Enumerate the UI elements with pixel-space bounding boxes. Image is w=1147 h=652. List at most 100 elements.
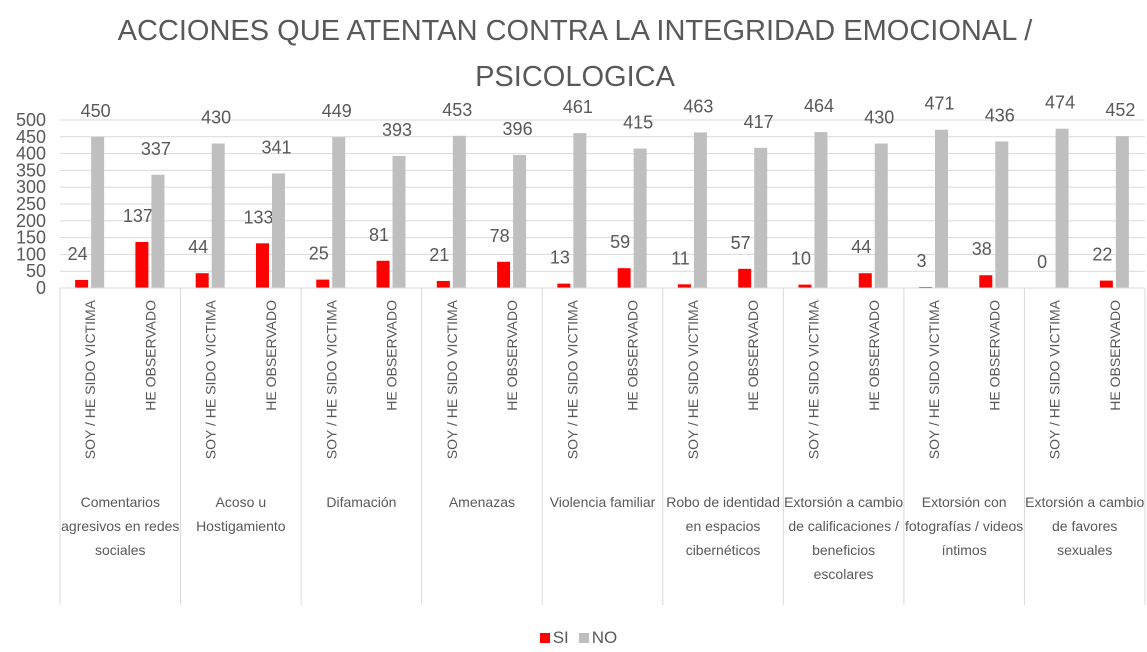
legend-swatch	[539, 633, 550, 643]
legend: SI NO	[0, 628, 1147, 648]
data-label: 463	[683, 96, 713, 116]
bar	[798, 284, 812, 288]
bar	[135, 241, 149, 288]
data-label: 3	[917, 251, 927, 271]
data-label: 0	[1037, 252, 1047, 272]
x-tick-label: HE OBSERVADO	[142, 300, 158, 411]
x-tick-label: SOY / HE SIDO VICTIMA	[444, 299, 460, 459]
bar	[935, 129, 949, 288]
y-tick-label: 50	[26, 261, 46, 281]
bar	[919, 286, 933, 288]
x-tick-label: HE OBSERVADO	[1107, 300, 1123, 411]
bar	[211, 143, 225, 288]
bar	[979, 275, 993, 288]
data-label: 337	[141, 139, 171, 159]
x-tick-label: SOY / HE SIDO VICTIMA	[82, 299, 98, 459]
data-label: 22	[1092, 245, 1112, 265]
bar	[513, 154, 527, 288]
group-label: Difamación	[326, 494, 397, 510]
y-tick-label: 400	[16, 144, 46, 164]
group-label: Amenazas	[448, 494, 515, 510]
bar	[316, 279, 330, 288]
data-label: 396	[503, 119, 533, 139]
bar	[858, 273, 872, 288]
data-label: 450	[81, 101, 111, 121]
bar	[75, 279, 89, 288]
data-label: 78	[490, 226, 510, 246]
bar	[617, 268, 631, 288]
data-label: 133	[243, 207, 273, 227]
data-label: 436	[985, 106, 1015, 126]
bar	[814, 132, 828, 288]
group-label: Robo de identidad en espacios cibernétic…	[666, 494, 780, 558]
legend-label: NO	[591, 628, 618, 647]
data-label: 13	[550, 248, 570, 268]
y-tick-label: 100	[16, 244, 46, 264]
x-tick-label: HE OBSERVADO	[504, 300, 520, 411]
data-label: 415	[623, 113, 653, 133]
group-label: Comentarios agresivos en redes sociales	[61, 494, 180, 558]
legend-swatch	[578, 633, 589, 643]
y-tick-label: 450	[16, 127, 46, 147]
y-tick-label: 150	[16, 228, 46, 248]
x-tick-label: SOY / HE SIDO VICTIMA	[323, 299, 339, 459]
data-label: 24	[68, 244, 88, 264]
data-label: 430	[864, 108, 894, 128]
data-label: 341	[261, 137, 291, 157]
data-label: 430	[201, 108, 231, 128]
bar	[738, 268, 752, 288]
data-label: 21	[429, 245, 449, 265]
chart-title: ACCIONES QUE ATENTAN CONTRA LA INTEGRIDA…	[117, 15, 1033, 93]
data-label: 57	[731, 233, 751, 253]
data-label: 11	[671, 248, 690, 268]
group-label: Extorsión a cambio de calificaciones / b…	[784, 494, 904, 582]
x-tick-label: SOY / HE SIDO VICTIMA	[685, 299, 701, 459]
y-tick-label: 300	[16, 177, 46, 197]
bar	[573, 133, 587, 288]
data-label: 25	[309, 244, 329, 264]
bar	[1115, 136, 1129, 288]
bar	[874, 143, 888, 288]
bar	[392, 155, 406, 288]
data-label: 81	[369, 225, 389, 245]
x-tick-label: HE OBSERVADO	[384, 300, 400, 411]
group-label: Violencia familiar	[549, 494, 656, 510]
bar	[1099, 280, 1113, 288]
y-tick-label: 250	[16, 194, 46, 214]
data-label: 449	[322, 101, 352, 121]
data-label: 44	[851, 237, 871, 257]
y-tick-label: 0	[36, 278, 46, 298]
bar	[255, 243, 269, 288]
bar	[1055, 128, 1069, 288]
y-tick-label: 350	[16, 160, 46, 180]
bar	[995, 141, 1009, 288]
bar	[376, 260, 390, 288]
x-tick-label: SOY / HE SIDO VICTIMA	[564, 299, 580, 459]
group-label: Acoso u Hostigamiento	[196, 494, 286, 534]
data-label: 452	[1105, 100, 1135, 120]
data-label: 59	[610, 232, 630, 252]
data-label: 10	[791, 249, 811, 269]
bar	[754, 147, 768, 288]
bar	[151, 174, 165, 288]
data-label: 44	[188, 237, 208, 257]
data-label: 38	[972, 239, 992, 259]
data-label: 471	[925, 94, 955, 114]
x-tick-label: SOY / HE SIDO VICTIMA	[805, 299, 821, 459]
group-label: Extorsión a cambio de favores sexuales	[1025, 494, 1145, 558]
x-tick-label: SOY / HE SIDO VICTIMA	[926, 299, 942, 459]
bar	[557, 283, 571, 288]
bar	[271, 173, 285, 288]
x-tick-label: SOY / HE SIDO VICTIMA	[203, 299, 219, 459]
x-tick-label: HE OBSERVADO	[625, 300, 641, 411]
data-label: 137	[123, 206, 153, 226]
x-tick-label: HE OBSERVADO	[866, 300, 882, 411]
bar	[693, 132, 707, 288]
bar	[497, 261, 511, 288]
legend-label: SI	[552, 628, 569, 647]
data-label: 474	[1045, 93, 1075, 113]
bar	[677, 284, 691, 288]
bar	[195, 273, 209, 288]
